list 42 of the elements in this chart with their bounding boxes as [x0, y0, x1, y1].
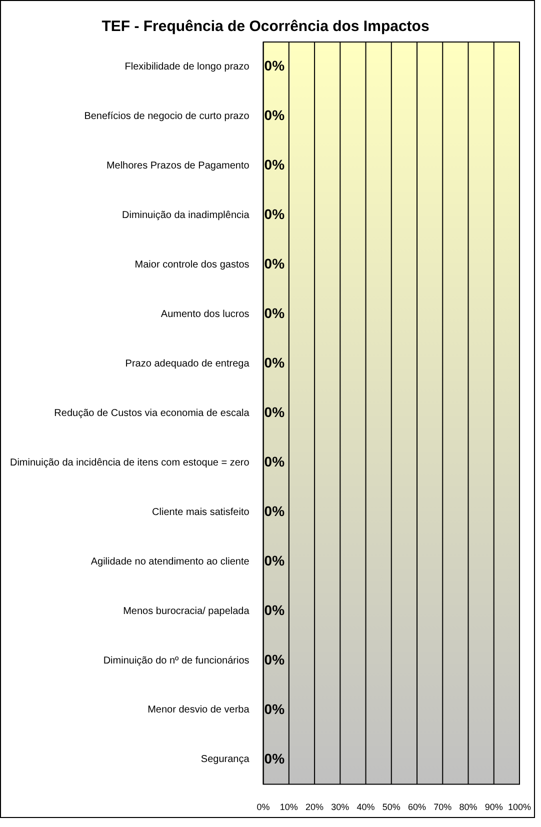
x-tick-label: 10%	[280, 802, 298, 812]
y-tick-label: Agilidade no atendimento ao cliente	[90, 556, 250, 568]
data-label: 0%	[264, 404, 286, 420]
y-tick-label: Diminuição do nº de funcionários	[103, 655, 250, 666]
y-tick-label: Segurança	[200, 754, 250, 766]
data-label: 0%	[264, 354, 286, 370]
x-tick-label: 0%	[256, 802, 270, 812]
data-label: 0%	[264, 156, 286, 173]
y-tick-label: Redução de Custos via economia de escala	[54, 408, 250, 419]
x-tick-label: 40%	[356, 802, 375, 812]
y-tick-label: Maior controle dos gastos	[134, 259, 250, 270]
data-label: 0%	[264, 256, 286, 272]
data-label: 0%	[264, 502, 286, 519]
data-label: 0%	[264, 107, 286, 124]
y-tick-label: Benefícios de negocio de curto prazo	[84, 110, 250, 122]
data-label: 0%	[264, 206, 286, 222]
y-tick-label: Melhores Prazos de Pagamento	[106, 160, 250, 172]
x-tick-label: 80%	[459, 802, 478, 812]
data-label: 0%	[264, 602, 286, 618]
x-tick-label: 70%	[434, 802, 452, 812]
y-tick-label: Flexibilidade de longo prazo	[124, 61, 250, 72]
x-tick-label: 100%	[508, 802, 532, 812]
data-label: 0%	[264, 750, 286, 766]
y-tick-label: Cliente mais satisfeito	[152, 506, 250, 518]
y-tick-label: Menos burocracia/ papelada	[123, 606, 250, 617]
data-label: 0%	[264, 305, 286, 321]
x-tick-label: 90%	[484, 802, 503, 812]
data-label: 0%	[264, 651, 286, 668]
data-label: 0%	[264, 58, 286, 74]
chart-title: TEF - Frequência de Ocorrência dos Impactos	[102, 18, 430, 36]
y-tick-label: Prazo adequado de entrega	[125, 358, 250, 370]
y-tick-label: Aumento dos lucros	[160, 308, 250, 320]
y-tick-label: Diminuição da incidência de itens com estoque = zero	[10, 457, 250, 468]
data-label: 0%	[264, 700, 286, 717]
x-tick-label: 50%	[382, 802, 400, 812]
y-tick-label: Diminuição da inadimplência	[122, 210, 250, 221]
x-tick-label: 30%	[331, 802, 350, 812]
x-tick-label: 60%	[408, 802, 426, 812]
y-tick-label: Menor desvio de verba	[148, 704, 250, 716]
data-label: 0%	[264, 552, 286, 568]
x-tick-label: 20%	[306, 802, 324, 812]
data-label: 0%	[264, 453, 286, 470]
